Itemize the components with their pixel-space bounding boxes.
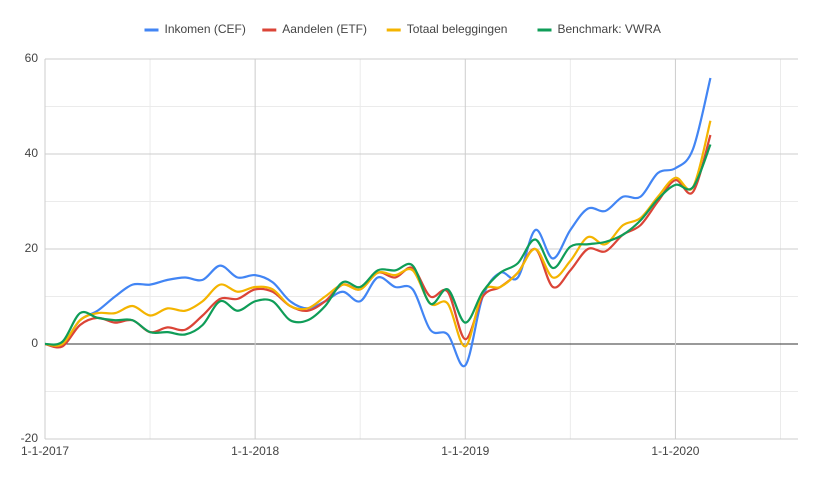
- legend-label: Benchmark: VWRA: [558, 22, 661, 36]
- legend-label: Totaal beleggingen: [407, 22, 508, 36]
- series-line: [44, 144, 712, 346]
- x-tick-label: 1-1-2020: [651, 444, 699, 458]
- y-tick-label: -20: [21, 431, 39, 445]
- series-line: [44, 120, 712, 348]
- series-line: [44, 77, 712, 368]
- y-tick-label: 0: [31, 336, 38, 350]
- legend-label: Aandelen (ETF): [282, 22, 367, 36]
- y-tick-label: 40: [25, 146, 39, 160]
- x-tick-label: 1-1-2017: [21, 444, 69, 458]
- y-tick-label: 60: [25, 51, 39, 65]
- x-tick-label: 1-1-2018: [231, 444, 279, 458]
- legend-label: Inkomen (CEF): [165, 22, 246, 36]
- x-tick-label: 1-1-2019: [441, 444, 489, 458]
- y-tick-label: 20: [25, 241, 39, 255]
